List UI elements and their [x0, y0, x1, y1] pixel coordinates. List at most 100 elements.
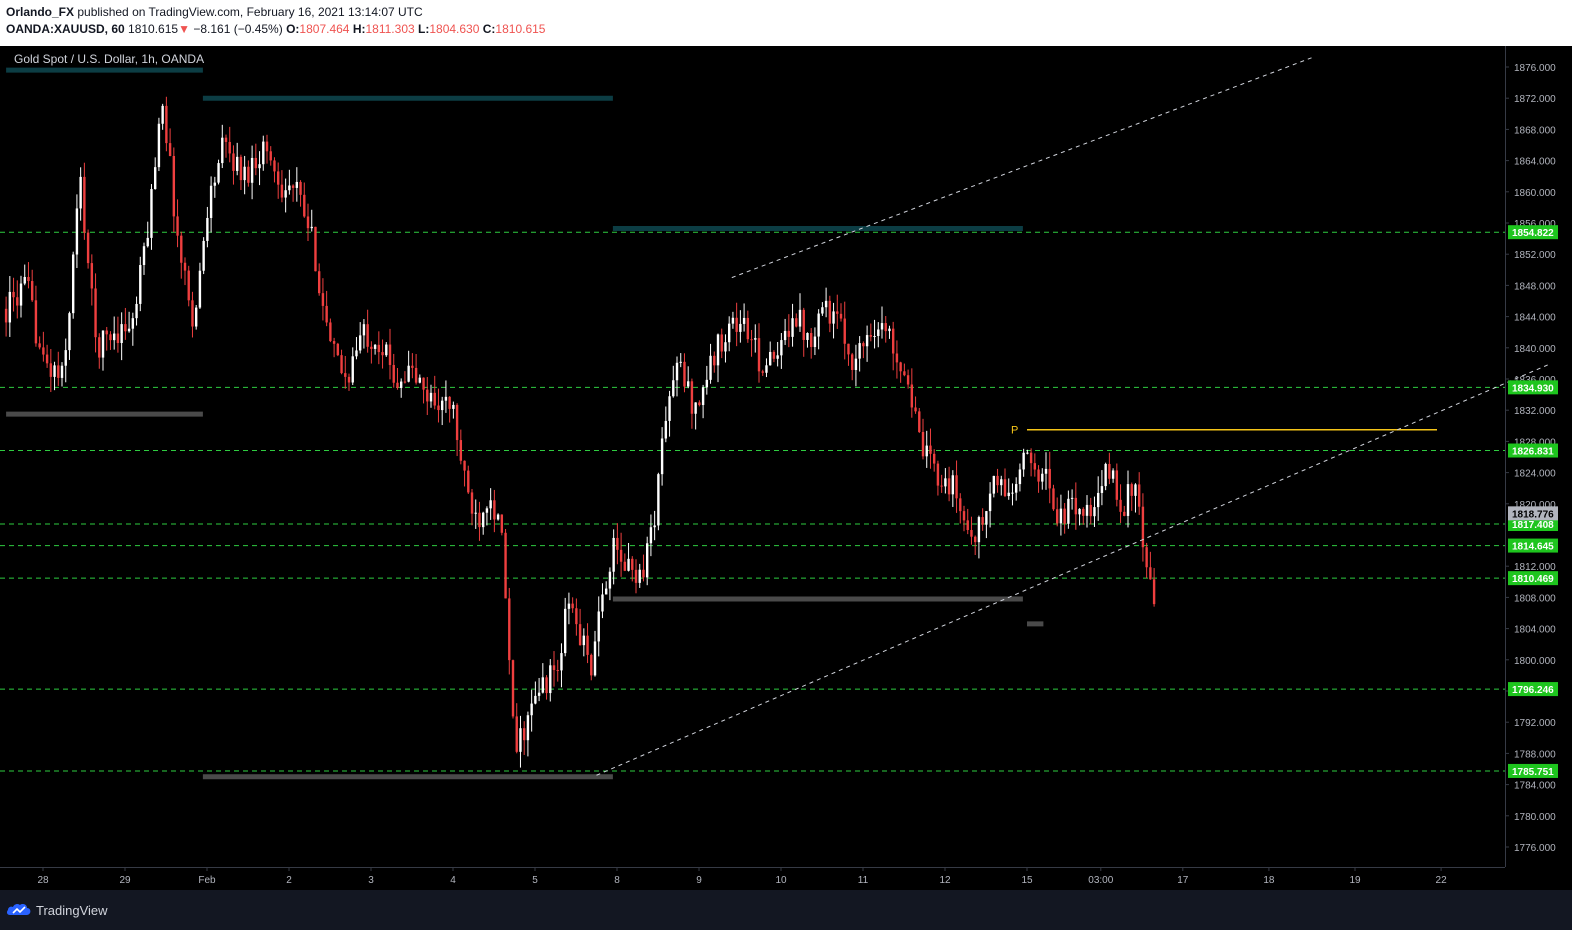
candle-body	[601, 594, 604, 612]
price-tick-label: 1876.000	[1514, 63, 1556, 74]
candle-body	[53, 365, 56, 377]
candle-body	[806, 333, 809, 340]
price-tick-label: 1820.000	[1514, 500, 1556, 511]
candle-body	[280, 184, 284, 198]
candle-body	[101, 330, 105, 358]
candle-body	[604, 588, 608, 595]
candle-body	[895, 353, 899, 363]
candle-body	[746, 317, 750, 340]
level-price-label: 1826.831	[1512, 447, 1554, 458]
candle-body	[1152, 579, 1156, 605]
candle-body	[16, 297, 19, 306]
time-axis[interactable]	[0, 867, 1505, 891]
level-price-label: 1817.408	[1512, 520, 1554, 531]
candle-body	[470, 492, 474, 514]
candle-body	[1111, 470, 1115, 479]
time-tick-label: 8	[614, 875, 620, 886]
ohlc-line: OANDA:XAUUSD, 60 1810.615▼ −8.161 (−0.45…	[6, 22, 545, 36]
candle-body	[1067, 498, 1070, 524]
candle-body	[411, 365, 414, 368]
candle-body	[1044, 468, 1048, 474]
candle-body	[590, 654, 593, 676]
candle-body	[854, 358, 858, 370]
candle-body	[925, 445, 928, 457]
candle-body	[1011, 492, 1014, 494]
candle-body	[690, 381, 694, 414]
candle-body	[176, 216, 179, 236]
candle-body	[467, 470, 470, 493]
author-name[interactable]: Orlando_FX	[6, 5, 75, 19]
level-price-label: 1796.246	[1512, 685, 1554, 696]
time-tick-label: 5	[532, 875, 538, 886]
candle-body	[135, 303, 138, 319]
candle-body	[243, 166, 246, 181]
candle-body	[884, 323, 887, 332]
candle-body	[1074, 497, 1078, 515]
candle-body	[996, 475, 999, 486]
candle-body	[496, 514, 500, 520]
candle-body	[60, 365, 64, 378]
candle-body	[1115, 470, 1119, 500]
candle-body	[366, 324, 369, 347]
candle-body	[112, 333, 116, 341]
candle-body	[1026, 452, 1029, 454]
candle-body	[329, 322, 332, 342]
candle-body	[675, 362, 679, 381]
candle-body	[403, 381, 407, 383]
last-price: 1810.615	[128, 22, 179, 36]
candle-body	[567, 603, 571, 609]
candle-body	[824, 300, 828, 308]
tradingview-logo[interactable]: TradingView	[6, 902, 108, 918]
candle-body	[1003, 479, 1007, 497]
candle-body	[310, 226, 313, 229]
candle-body	[850, 354, 854, 370]
candle-body	[12, 291, 15, 298]
candle-body	[731, 317, 735, 324]
pivot-label: P	[1011, 425, 1018, 437]
candle-body	[187, 270, 190, 301]
candle-body	[481, 512, 485, 528]
candle-body	[422, 377, 425, 390]
candle-body	[642, 569, 645, 578]
candle-body	[232, 153, 235, 171]
candle-body	[295, 181, 299, 188]
candle-body	[303, 194, 306, 217]
candle-body	[515, 716, 518, 752]
time-tick-label: 17	[1177, 875, 1189, 886]
candle-body	[839, 313, 843, 319]
cloud-icon	[6, 903, 31, 915]
open-value: 1807.464	[299, 22, 350, 36]
candle-body	[30, 281, 34, 301]
candle-body	[202, 240, 205, 271]
candle-body	[1089, 504, 1092, 517]
price-tick-label: 1848.000	[1514, 281, 1556, 292]
candle-body	[1022, 452, 1025, 470]
candle-body	[377, 344, 381, 353]
candle-body	[1082, 508, 1085, 516]
candle-body	[306, 216, 310, 229]
candle-body	[560, 653, 563, 671]
candle-body	[545, 677, 548, 694]
candle-body	[150, 189, 153, 238]
candle-body	[768, 351, 772, 366]
candle-body	[649, 527, 653, 544]
candle-body	[161, 105, 164, 124]
candle-body	[418, 377, 422, 383]
price-tick-label: 1832.000	[1514, 406, 1556, 417]
candle-body	[1096, 492, 1100, 508]
candle-body	[75, 208, 79, 255]
candle-body	[578, 624, 582, 646]
candle-body	[780, 340, 783, 356]
chart-plot-area[interactable]	[0, 46, 1505, 867]
candle-body	[929, 445, 932, 454]
level-price-label: 1814.645	[1512, 542, 1554, 553]
candle-body	[1014, 484, 1018, 493]
candle-body	[1123, 511, 1126, 516]
down-triangle-icon: ▼	[178, 22, 190, 36]
candle-body	[1137, 484, 1141, 507]
candle-body	[821, 307, 824, 314]
candle-body	[396, 382, 399, 388]
candle-body	[858, 343, 861, 359]
candle-body	[355, 350, 358, 357]
candle-body	[701, 387, 705, 406]
